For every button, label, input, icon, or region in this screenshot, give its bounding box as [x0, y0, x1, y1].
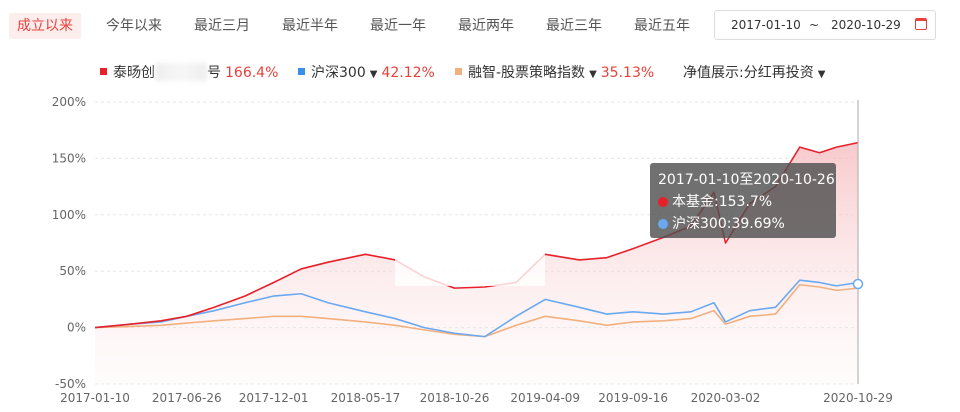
legend-index[interactable]: 融智-股票策略指数 ▼ 35.13% [455, 62, 654, 82]
legend-hs300-name: 沪深300 [311, 65, 366, 81]
line-chart[interactable]: 200% 150% 100% 50% 0% -50% 2017-01-10 2017-06-… [0, 88, 960, 412]
tooltip-fund-value: 153.7% [718, 194, 773, 210]
legend-fund-value: 166.4% [225, 65, 279, 81]
x-axis-tick-labels: 2017-01-10 2017-06-26 2017-12-01 2018-05-17… [60, 391, 893, 405]
date-range-picker[interactable]: 2017-01-10 ~ 2020-10-29 [714, 10, 936, 40]
tooltip-title: 2017-01-10至2020-10-26 [658, 172, 835, 188]
legend-index-marker [455, 68, 462, 75]
y-tick-label: 0% [67, 321, 86, 335]
chevron-down-icon[interactable]: ▼ [589, 69, 597, 80]
y-tick-label: 150% [52, 151, 86, 165]
tooltip-hs300-row: 沪深300:39.69% [658, 213, 785, 233]
y-axis-tick-labels: 200% 150% 100% 50% 0% -50% [52, 95, 86, 391]
date-separator: ~ [809, 18, 820, 32]
y-tick-label: 50% [59, 264, 86, 278]
x-tick-label: 2017-06-26 [152, 391, 222, 405]
chevron-down-icon[interactable]: ▼ [369, 69, 378, 80]
tab-6m[interactable]: 最近半年 [282, 18, 338, 34]
hs300-line [94, 279, 859, 338]
tooltip-hs300-value: 39.69% [731, 216, 785, 232]
tooltip-fund-dot [658, 197, 668, 207]
legend-fund-marker [100, 68, 107, 75]
legend-index-value: 35.13% [600, 65, 655, 81]
redacted-name-block [155, 63, 207, 81]
x-tick-label: 2020-03-02 [691, 391, 761, 405]
tooltip-hs300-dot [658, 219, 668, 229]
calendar-icon[interactable] [915, 18, 927, 30]
x-tick-label: 2018-05-17 [331, 391, 401, 405]
tab-3y[interactable]: 最近三年 [546, 18, 602, 34]
tooltip-fund-label: 本基金: [672, 194, 719, 210]
fund-area [95, 142, 858, 384]
legend-hs300[interactable]: 沪深300 ▼ 42.12% [298, 62, 435, 82]
legend-fund[interactable]: 泰旸创 号 166.4% [100, 62, 278, 82]
chart-tooltip: 2017-01-10至2020-10-26 本基金:153.7% 沪深300:3… [650, 163, 836, 238]
display-mode-value: 分红再投资 [743, 65, 814, 81]
legend-fund-name-end: 号 [207, 65, 221, 81]
x-tick-label: 2019-04-09 [510, 391, 580, 405]
index-line [94, 283, 859, 338]
tab-2y[interactable]: 最近两年 [458, 18, 514, 34]
chevron-down-icon[interactable]: ▼ [817, 69, 826, 80]
tab-ytd[interactable]: 今年以来 [106, 18, 162, 34]
redaction-blur-overlay [395, 226, 545, 286]
period-tabs: 成立以来 今年以来 最近三月 最近半年 最近一年 最近两年 最近三年 最近五年 … [0, 0, 960, 50]
x-tick-label: 2019-09-16 [598, 391, 668, 405]
tooltip-fund-row: 本基金:153.7% [658, 191, 772, 211]
display-mode-select[interactable]: 净值展示:分红再投资 ▼ [683, 62, 825, 82]
date-start[interactable]: 2017-01-10 [731, 18, 801, 32]
x-tick-label: 2020-10-29 [823, 391, 893, 405]
fund-area-fill [95, 142, 858, 384]
chart-legend: 泰旸创号 166.4% 沪深300 ▼ 42.12% 融智-股票策略指数 ▼ 35.13%… [0, 56, 960, 86]
tab-3m[interactable]: 最近三月 [194, 18, 250, 34]
y-tick-label: 100% [52, 208, 86, 222]
hover-point-hs300 [852, 278, 864, 290]
tab-5y[interactable]: 最近五年 [634, 18, 690, 34]
legend-fund-name-start: 泰旸创 [113, 65, 155, 81]
x-tick-label: 2017-01-10 [60, 391, 130, 405]
tab-1y[interactable]: 最近一年 [370, 18, 426, 34]
x-tick-label: 2017-12-01 [239, 391, 309, 405]
legend-index-name: 融智-股票策略指数 [468, 65, 586, 81]
tooltip-hs300-label: 沪深300: [672, 216, 732, 232]
date-end[interactable]: 2020-10-29 [831, 18, 901, 32]
x-tick-label: 2018-10-26 [420, 391, 490, 405]
tab-since-inception[interactable]: 成立以来 [9, 13, 81, 39]
legend-hs300-marker [298, 68, 305, 75]
legend-hs300-value: 42.12% [381, 65, 435, 81]
y-tick-label: -50% [55, 377, 86, 391]
display-mode-label: 净值展示: [683, 65, 744, 81]
y-tick-label: 200% [52, 95, 86, 109]
